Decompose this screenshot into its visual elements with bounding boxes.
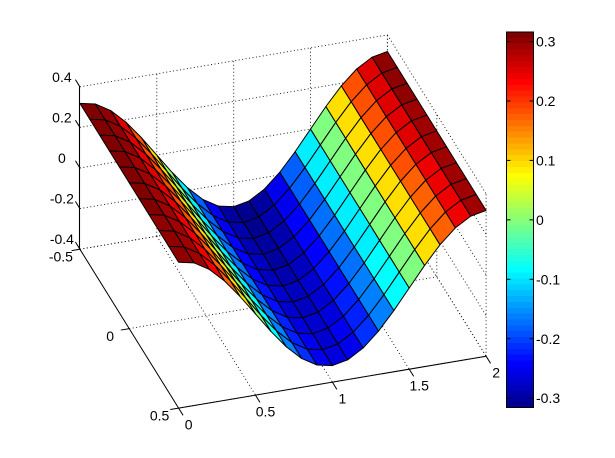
svg-text:0.2: 0.2 <box>52 109 72 125</box>
svg-text:-0.5: -0.5 <box>49 249 73 265</box>
svg-text:0.5: 0.5 <box>256 404 276 420</box>
svg-text:0.4: 0.4 <box>52 69 72 85</box>
svg-text:2: 2 <box>492 365 500 381</box>
svg-text:0: 0 <box>185 417 193 433</box>
svg-text:-0.1: -0.1 <box>536 271 560 287</box>
svg-text:-0.2: -0.2 <box>50 191 74 207</box>
svg-text:1: 1 <box>339 391 347 407</box>
svg-text:0.3: 0.3 <box>536 34 556 50</box>
svg-text:-0.4: -0.4 <box>50 231 74 247</box>
svg-text:0: 0 <box>536 212 544 228</box>
svg-text:0.1: 0.1 <box>536 152 556 168</box>
svg-text:0.5: 0.5 <box>150 408 170 424</box>
svg-text:-0.2: -0.2 <box>536 331 560 347</box>
svg-text:0.2: 0.2 <box>536 93 556 109</box>
svg-text:-0.3: -0.3 <box>536 390 560 406</box>
svg-text:1.5: 1.5 <box>409 378 429 394</box>
svg-text:0: 0 <box>58 150 66 166</box>
svg-text:0: 0 <box>106 328 114 344</box>
